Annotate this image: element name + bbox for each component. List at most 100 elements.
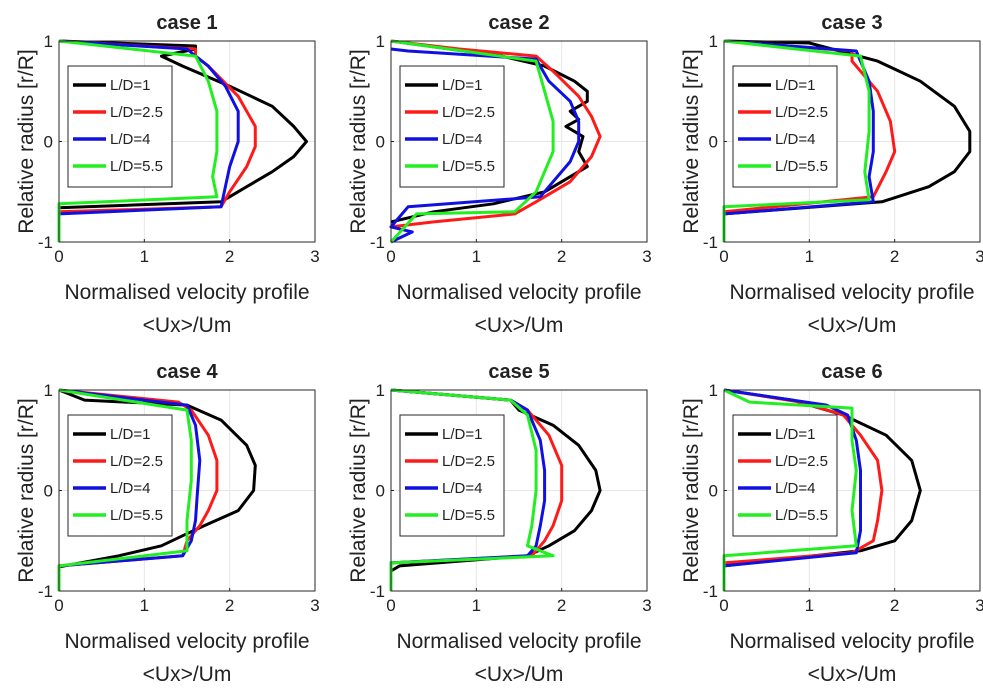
x-tick-label: 1 — [472, 247, 481, 266]
y-axis-label: Relative radius [r/R] — [347, 49, 370, 233]
x-tick-label: 3 — [642, 247, 651, 266]
legend-entry: L/D=1 — [110, 77, 150, 94]
x-tick-label: 0 — [54, 247, 63, 266]
x-tick-label: 0 — [54, 596, 63, 615]
x-tick-label: 2 — [225, 596, 234, 615]
x-axis-label-2: <Ux>/Um — [808, 663, 897, 686]
series-line — [389, 388, 555, 591]
y-tick-label: 1 — [44, 381, 53, 400]
x-tick-label: 1 — [140, 596, 149, 615]
series-line — [389, 39, 555, 244]
legend-entry: L/D=1 — [110, 426, 150, 443]
x-tick-label: 2 — [890, 247, 899, 266]
legend-entry: L/D=5.5 — [442, 158, 495, 175]
series-line — [57, 388, 193, 591]
legend-entry: L/D=4 — [110, 480, 150, 497]
legend-entry: L/D=5.5 — [775, 507, 828, 524]
series-line — [57, 39, 308, 242]
x-tick-label: 1 — [140, 247, 149, 266]
y-tick-label: 0 — [44, 482, 53, 501]
y-tick-label: -1 — [703, 582, 718, 601]
series-line — [722, 39, 871, 242]
legend-entry: L/D=4 — [110, 131, 150, 148]
y-tick-label: -1 — [703, 233, 718, 252]
legend-entry: L/D=1 — [775, 426, 815, 443]
legend-entry: L/D=4 — [442, 480, 482, 497]
series-line — [57, 388, 257, 591]
x-axis-label: Normalised velocity profile — [64, 630, 309, 653]
x-axis-label: Normalised velocity profile — [64, 281, 309, 304]
y-axis-label: Relative radius [r/R] — [15, 49, 38, 233]
x-tick-label: 3 — [975, 596, 983, 615]
y-tick-label: 1 — [376, 32, 385, 51]
y-axis-label: Relative radius [r/R] — [680, 398, 703, 582]
legend-entry: L/D=2.5 — [775, 453, 828, 470]
x-tick-label: 3 — [975, 247, 983, 266]
x-tick-label: 1 — [805, 247, 814, 266]
chart-title: case 3 — [821, 12, 882, 34]
y-tick-label: 0 — [376, 133, 385, 152]
y-tick-label: -1 — [38, 582, 53, 601]
y-tick-label: 1 — [376, 381, 385, 400]
x-axis-label: Normalised velocity profile — [396, 281, 641, 304]
legend-entry: L/D=2.5 — [110, 104, 163, 121]
legend-entry: L/D=1 — [442, 426, 482, 443]
y-tick-label: -1 — [38, 233, 53, 252]
x-tick-label: 1 — [805, 596, 814, 615]
y-tick-label: 0 — [709, 482, 718, 501]
x-axis-label: Normalised velocity profile — [729, 630, 974, 653]
y-tick-label: 1 — [709, 381, 718, 400]
y-axis-label: Relative radius [r/R] — [347, 398, 370, 582]
series-line — [722, 388, 862, 591]
chart-title: case 4 — [156, 361, 218, 383]
x-tick-label: 2 — [557, 596, 566, 615]
chart-title: case 5 — [488, 361, 549, 383]
x-tick-label: 2 — [890, 596, 899, 615]
y-axis-label: Relative radius [r/R] — [15, 398, 38, 582]
x-tick-label: 3 — [310, 247, 319, 266]
y-tick-label: 1 — [709, 32, 718, 51]
series-line — [390, 39, 602, 229]
x-axis-label: Normalised velocity profile — [396, 630, 641, 653]
y-tick-label: -1 — [370, 582, 385, 601]
y-axis-label: Relative radius [r/R] — [680, 49, 703, 233]
y-tick-label: -1 — [370, 233, 385, 252]
series-line — [57, 388, 202, 591]
legend-entry: L/D=1 — [775, 77, 815, 94]
y-tick-label: 1 — [44, 32, 53, 51]
x-tick-label: 3 — [310, 596, 319, 615]
x-axis-label-2: <Ux>/Um — [143, 663, 232, 686]
x-axis-label-2: <Ux>/Um — [475, 314, 564, 337]
legend-entry: L/D=5.5 — [110, 507, 163, 524]
legend-entry: L/D=2.5 — [775, 104, 828, 121]
y-tick-label: 0 — [376, 482, 385, 501]
x-tick-label: 3 — [642, 596, 651, 615]
chart-title: case 6 — [821, 361, 882, 383]
x-axis-label: Normalised velocity profile — [729, 281, 974, 304]
series-line — [389, 47, 581, 244]
legend-entry: L/D=2.5 — [442, 453, 495, 470]
legend-entry: L/D=2.5 — [110, 453, 163, 470]
y-tick-label: 0 — [709, 133, 718, 152]
legend-entry: L/D=5.5 — [442, 507, 495, 524]
legend-entry: L/D=5.5 — [110, 158, 163, 175]
legend-entry: L/D=2.5 — [442, 104, 495, 121]
chart-title: case 2 — [488, 12, 549, 34]
x-tick-label: 0 — [386, 596, 395, 615]
legend-entry: L/D=1 — [442, 77, 482, 94]
legend-entry: L/D=5.5 — [775, 158, 828, 175]
series-line — [722, 388, 858, 591]
x-axis-label-2: <Ux>/Um — [475, 663, 564, 686]
x-tick-label: 0 — [719, 247, 728, 266]
x-tick-label: 0 — [386, 247, 395, 266]
series-line — [390, 39, 589, 224]
legend-entry: L/D=4 — [775, 480, 815, 497]
x-tick-label: 1 — [472, 596, 481, 615]
x-tick-label: 0 — [719, 596, 728, 615]
legend-entry: L/D=4 — [442, 131, 482, 148]
